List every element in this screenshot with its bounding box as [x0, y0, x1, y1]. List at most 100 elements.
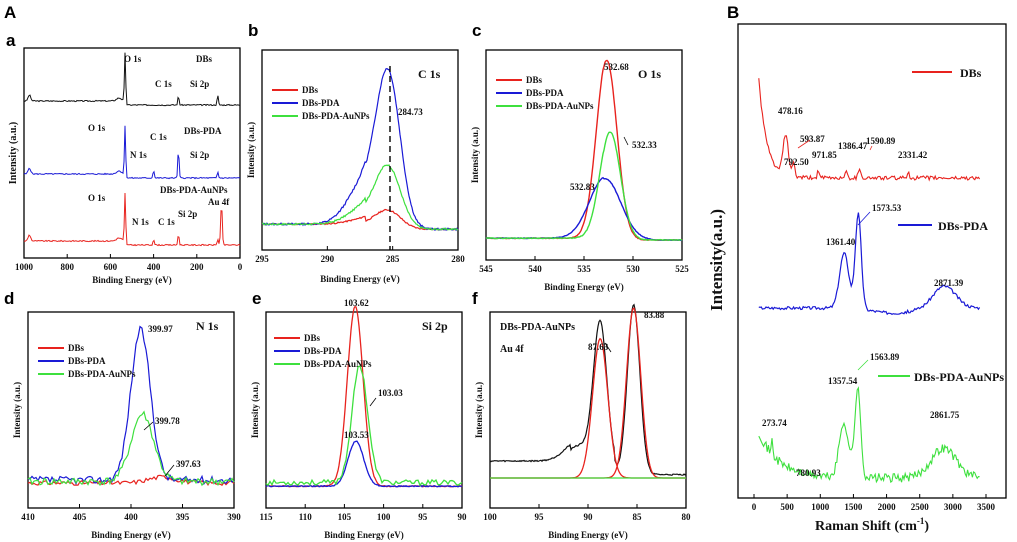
x-tick-label: 405: [73, 512, 87, 522]
panel-label-b: b: [248, 21, 258, 40]
panel-b-title: C 1s: [418, 67, 441, 81]
panel-a-series-dbs: [23, 52, 240, 107]
legend-label-dbs: DBs: [304, 333, 321, 343]
panel-d-legend: DBs DBs-PDA DBs-PDA-AuNPs: [38, 343, 136, 379]
panel-d-ann-1: 399.97: [148, 324, 173, 334]
panel-f: DBs-PDA-AuNPs Au 4f 87.63 83.88 100 95 90 8…: [474, 303, 692, 540]
panel-B-leader-dbs-2: [797, 139, 811, 149]
x-tick-label: 525: [675, 264, 689, 274]
panel-f-ann-1: 87.63: [588, 342, 609, 352]
panel-a-ann-n1s-2: N 1s: [130, 150, 147, 160]
x-tick-label: 285: [386, 254, 400, 264]
panel-B-frame: [737, 23, 1007, 499]
legend-label-pda: DBs-PDA: [302, 98, 340, 108]
panel-e-series-dbs-pda-aunps: [265, 365, 463, 487]
x-tick-label: 290: [321, 254, 335, 264]
x-tick-label: 410: [21, 512, 35, 522]
panel-b-xlabel: Binding Energy (eV): [320, 274, 400, 284]
panel-a-ann-o1s-3: O 1s: [88, 193, 106, 203]
x-tick-label: 1000: [811, 502, 830, 512]
panel-a-label-pda: DBs-PDA: [184, 126, 222, 136]
panel-B-ann-dbs-6: 1590.89: [866, 136, 896, 146]
x-tick-label: 545: [479, 264, 493, 274]
panel-b-legend: DBs DBs-PDA DBs-PDA-AuNPs: [272, 85, 370, 121]
x-tick-label: 85: [633, 512, 643, 522]
x-tick-label: 95: [418, 512, 428, 522]
panel-label-f: f: [472, 289, 478, 308]
panel-f-legend: DBs-PDA-AuNPs: [500, 322, 575, 333]
panel-e-xlabel: Binding Energy (eV): [324, 530, 404, 540]
x-tick-label: 90: [458, 512, 468, 522]
panel-a-ann-si2p-2: Si 2p: [190, 150, 209, 160]
panel-f-leader-1: [604, 342, 612, 353]
panel-a-ann-si2p-3: Si 2p: [178, 209, 197, 219]
panel-a-frame: [23, 47, 241, 259]
panel-a-series-dbs-pda-aunps: [23, 192, 241, 247]
panel-e-frame: [265, 311, 463, 509]
panel-c-ylabel: Intensity (a.u.): [470, 127, 480, 183]
x-tick-label: 400: [147, 262, 161, 272]
panel-c-xticks: 545 540 535 530 525: [479, 256, 689, 274]
panel-d: N 1s 399.97 399.78 397.63 DBs DBs-PDA DB…: [12, 311, 241, 540]
panel-b-ann-peak: 284.73: [398, 107, 423, 117]
panel-B-series-dbs-pda-aunps: [758, 386, 980, 484]
panel-a-ann-o1s-2: O 1s: [88, 123, 106, 133]
x-tick-label: 3500: [977, 502, 996, 512]
x-tick-label: 1500: [844, 502, 863, 512]
panel-d-series-dbs-pda-aunps: [27, 410, 235, 487]
panel-b: C 1s 284.73 DBs DBs-PDA DBs-PDA-AuNPs 29…: [246, 49, 465, 284]
panel-e-series-dbs-pda: [265, 440, 463, 488]
x-tick-label: 95: [535, 512, 545, 522]
panel-label-c: c: [472, 21, 481, 40]
x-tick-label: 2000: [878, 502, 897, 512]
panel-B-ann-dbs-4: 971.85: [812, 150, 837, 160]
x-tick-label: 535: [577, 264, 591, 274]
panel-a-ann-si2p-1: Si 2p: [190, 79, 209, 89]
panel-B: DBs DBs-PDA DBs-PDA-AuNPs 478.16 593.87 …: [707, 23, 1007, 534]
panel-B-ann-au-4: 1563.89: [870, 352, 900, 362]
legend-label-au: DBs-PDA-AuNPs: [302, 111, 370, 121]
panel-B-ann-dbs-2: 593.87: [800, 134, 825, 144]
legend-label-au: DBs-PDA-AuNPs: [68, 369, 136, 379]
x-tick-label: 1000: [15, 262, 34, 272]
x-tick-label: 530: [626, 264, 640, 274]
panel-B-ann-dbs-3: 792.50: [784, 157, 809, 167]
panel-B-ann-au-2: 780.93: [796, 468, 821, 478]
panel-d-leader-3: [164, 464, 175, 477]
panel-B-ann-dbs-5: 1386.47: [838, 141, 868, 151]
panel-c-leader-2: [623, 136, 629, 146]
x-tick-label: 800: [60, 262, 74, 272]
panel-c-title: O 1s: [638, 67, 661, 81]
legend-label-pda: DBs-PDA: [304, 346, 342, 356]
panel-e-ann-2: 103.03: [378, 388, 403, 398]
x-tick-label: 80: [682, 512, 692, 522]
x-tick-label: 280: [451, 254, 465, 264]
panel-b-series-dbs-pda-aunps: [262, 163, 459, 231]
panel-c-series-dbs-pda-aunps: [485, 131, 683, 242]
x-tick-label: 100: [377, 512, 391, 522]
panel-a-ann-o1s-1: O 1s: [124, 54, 142, 64]
panel-c: O 1s 532.68 532.33 532.83 DBs DBs-PDA DB…: [470, 49, 689, 292]
panel-B-legend-dbs: DBs: [960, 66, 982, 80]
panel-B-leader-dbs-6: [869, 145, 873, 151]
panel-e-leader-2: [369, 397, 377, 407]
legend-label-dbs: DBs: [526, 75, 543, 85]
panel-B-ann-au-1: 273.74: [762, 418, 787, 428]
x-tick-label: 540: [528, 264, 542, 274]
legend-label-au: DBs-PDA-AuNPs: [304, 359, 372, 369]
panel-label-B: B: [727, 3, 739, 22]
panel-b-series-dbs-pda: [261, 67, 459, 232]
panel-c-ann-3: 532.83: [570, 182, 595, 192]
panel-B-ann-dbs-7: 2331.42: [898, 150, 928, 160]
panel-e: Si 2p 103.62 103.03 103.53 DBs DBs-PDA D…: [250, 298, 467, 540]
x-tick-label: 100: [483, 512, 497, 522]
legend-label-pda: DBs-PDA: [68, 356, 106, 366]
legend-label-pda: DBs-PDA: [526, 88, 564, 98]
panel-B-leader-pda-2: [857, 211, 871, 226]
panel-c-ann-2: 532.33: [632, 140, 657, 150]
panel-b-xticks: 295 290 285 280: [255, 246, 465, 264]
x-tick-label: 0: [238, 262, 243, 272]
panel-b-frame: [261, 49, 459, 251]
x-tick-label: 0: [752, 502, 757, 512]
panel-b-series-dbs: [261, 208, 459, 231]
